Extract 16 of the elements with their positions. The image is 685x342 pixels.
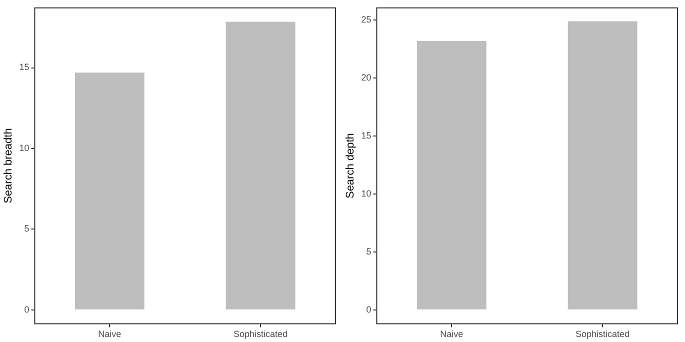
x-tick-label: Sophisticated xyxy=(234,329,288,340)
y-axis-title: Search breadth xyxy=(2,128,15,204)
y-tick-label: 25 xyxy=(361,14,372,25)
x-tick-label: Naive xyxy=(98,329,122,340)
y-tick-label: 5 xyxy=(24,224,30,234)
y-tick-label: 20 xyxy=(361,72,372,83)
y-tick-label: 15 xyxy=(361,130,372,141)
x-tick-label: Naive xyxy=(440,329,464,340)
y-tick-label: 0 xyxy=(366,304,372,314)
y-tick-label: 15 xyxy=(19,62,30,72)
x-tick-label: Sophisticated xyxy=(576,329,630,340)
y-tick-label: 0 xyxy=(24,304,30,314)
y-axis-title: Search depth xyxy=(344,133,357,199)
y-tick-label: 10 xyxy=(19,142,30,153)
y-tick-label: 5 xyxy=(366,246,372,256)
y-tick-label: 10 xyxy=(361,188,372,198)
